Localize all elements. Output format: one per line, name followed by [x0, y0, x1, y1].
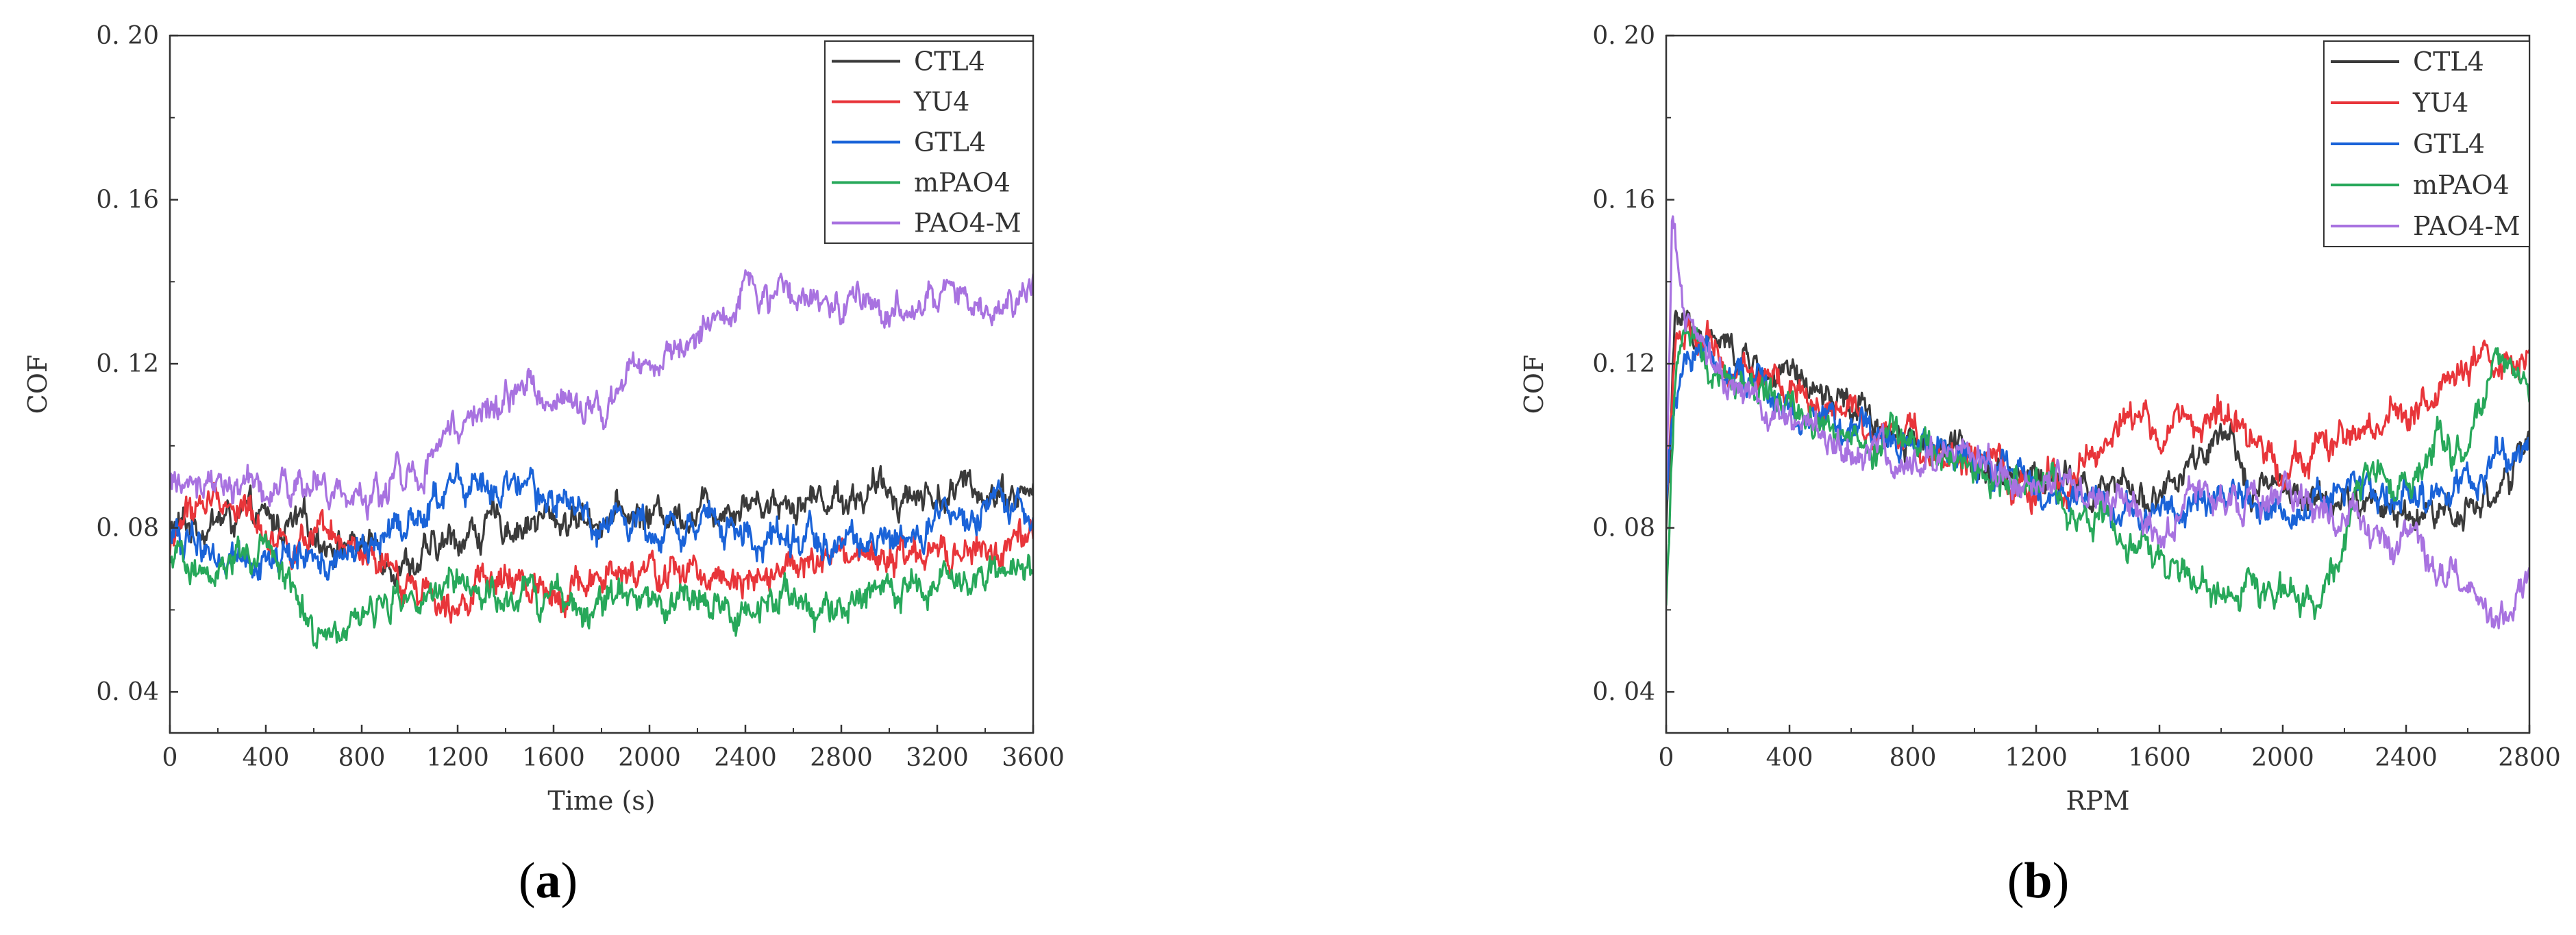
y-tick-label: 0. 08 [96, 514, 159, 543]
y-tick-label: 0. 12 [1592, 350, 1655, 378]
series-line-mpao4 [170, 533, 1033, 649]
y-tick-label: 0. 04 [1592, 678, 1655, 706]
x-tick-label: 2400 [2375, 744, 2438, 772]
y-tick-label: 0. 12 [96, 350, 159, 378]
x-tick-label: 2000 [2251, 744, 2314, 772]
x-tick-label: 2800 [2498, 744, 2561, 772]
legend: CTL4 YU4 GTL4 mPAO4 PAO4-M [2323, 40, 2530, 247]
x-tick-label: 400 [1766, 744, 1813, 772]
legend-label-gtl4: GTL4 [2413, 129, 2485, 159]
panel-label: (b) [2007, 853, 2069, 909]
y-tick-label: 0. 20 [1592, 22, 1655, 50]
x-tick-label: 0 [1659, 744, 1674, 772]
y-tick-label: 0. 08 [1592, 514, 1655, 543]
series-line-pao4-m [170, 269, 1033, 521]
x-tick-label: 0 [162, 744, 178, 772]
chart-panel-b: 0 400 800 1200 1600 2000 2400 2800 0. 04 0. 08 0. … [1519, 22, 2561, 909]
legend-label-ctl4: CTL4 [2413, 47, 2484, 77]
series-line-mpao4 [1666, 323, 2529, 621]
x-tick-label: 1600 [2128, 744, 2191, 772]
legend-label-pao4-m: PAO4-M [2413, 211, 2521, 241]
x-tick-label: 800 [1890, 744, 1937, 772]
x-tick-label: 2800 [810, 744, 873, 772]
legend-label-yu4: YU4 [913, 87, 969, 117]
legend-label-pao4-m: PAO4-M [914, 208, 1021, 238]
x-axis-label: RPM [2066, 786, 2129, 816]
legend-label-mpao4: mPAO4 [2413, 170, 2510, 200]
x-tick-label: 2400 [714, 744, 777, 772]
series-line-pao4-m [1666, 215, 2529, 629]
series-group [1666, 215, 2529, 629]
y-tick-label: 0. 20 [96, 22, 159, 50]
x-tick-label: 800 [338, 744, 386, 772]
y-tick-label: 0. 04 [96, 678, 159, 706]
y-tick-label: 0. 16 [96, 186, 159, 214]
legend: CTL4 YU4 GTL4 mPAO4 PAO4-M [824, 40, 1034, 244]
x-tick-label: 400 [243, 744, 290, 772]
x-axis-label: Time (s) [547, 786, 655, 816]
legend-label-ctl4: CTL4 [914, 47, 985, 77]
series-line-yu4 [170, 482, 1033, 624]
y-axis-label: COF [1519, 355, 1549, 414]
y-tick-label: 0. 16 [1592, 186, 1655, 214]
x-tick-label: 3200 [906, 744, 969, 772]
x-tick-label: 3600 [1002, 744, 1065, 772]
panel-label: (a) [519, 853, 578, 909]
x-tick-label: 1600 [522, 744, 585, 772]
x-tick-label: 1200 [426, 744, 489, 772]
chart-panel-a: 0 400 800 1200 1600 2000 2400 2800 3200 3600 0. 04… [23, 22, 1065, 909]
y-axis-label: COF [23, 355, 53, 414]
legend-label-yu4: YU4 [2412, 88, 2468, 118]
series-line-gtl4 [170, 462, 1033, 581]
x-tick-label: 1200 [2005, 744, 2068, 772]
series-group [170, 269, 1033, 649]
legend-label-gtl4: GTL4 [914, 127, 986, 158]
legend-label-mpao4: mPAO4 [914, 168, 1011, 198]
x-tick-label: 2000 [618, 744, 681, 772]
